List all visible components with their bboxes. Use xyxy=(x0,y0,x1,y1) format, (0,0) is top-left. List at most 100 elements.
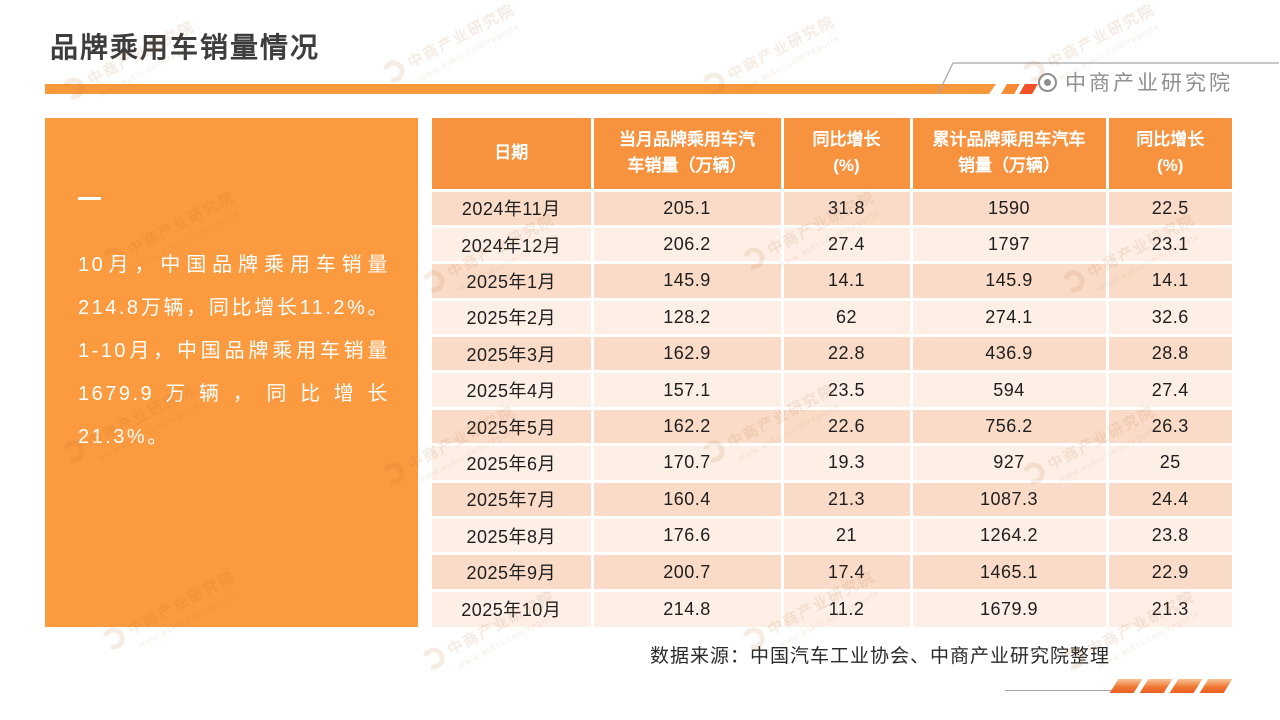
column-header-yoy-cumulative: 同比增长(%) xyxy=(1107,118,1232,192)
cell-date: 2025年7月 xyxy=(432,481,594,520)
cell-date: 2025年2月 xyxy=(432,299,594,338)
cell-yoy-monthly: 22.6 xyxy=(782,408,913,447)
dash-decoration xyxy=(78,197,101,200)
cell-date: 2025年3月 xyxy=(432,335,594,374)
table-row: 2025年1月 145.9 14.1 145.9 14.1 xyxy=(432,262,1232,301)
bottom-decorative-line xyxy=(1005,690,1113,691)
cell-yoy-monthly: 21 xyxy=(782,517,913,556)
data-source-note: 数据来源：中国汽车工业协会、中商产业研究院整理 xyxy=(649,646,1110,667)
cell-monthly-sales: 176.6 xyxy=(592,517,784,556)
watermark-logo-icon xyxy=(98,623,129,654)
cell-cumulative-sales: 1590 xyxy=(911,190,1109,228)
table-row: 2025年9月 200.7 17.4 1465.1 22.9 xyxy=(432,553,1232,592)
cell-yoy-monthly: 21.3 xyxy=(782,481,913,520)
bottom-arrow-decoration xyxy=(1109,679,1233,693)
column-header-monthly-sales: 当月品牌乘用车汽车销量（万辆） xyxy=(592,118,784,192)
arrow-chip-icon xyxy=(1169,679,1203,693)
table-header-row: 日期 当月品牌乘用车汽车销量（万辆） 同比增长(%) 累计品牌乘用车汽车销量（万… xyxy=(432,118,1232,192)
cell-monthly-sales: 160.4 xyxy=(592,481,784,520)
table-row: 2025年4月 157.1 23.5 594 27.4 xyxy=(432,371,1232,410)
cell-monthly-sales: 214.8 xyxy=(592,590,784,627)
brand-logo: 中商产业研究院 xyxy=(1038,70,1233,95)
table-row: 2025年5月 162.2 22.6 756.2 26.3 xyxy=(432,408,1232,447)
cell-yoy-cumulative: 23.8 xyxy=(1107,517,1232,556)
cell-yoy-monthly: 31.8 xyxy=(782,190,913,228)
cell-monthly-sales: 170.7 xyxy=(592,444,784,483)
cell-date: 2024年11月 xyxy=(432,190,594,228)
brand-logo-text: 中商产业研究院 xyxy=(1065,72,1233,95)
cell-cumulative-sales: 1264.2 xyxy=(911,517,1109,556)
page-title: 品牌乘用车销量情况 xyxy=(50,32,321,63)
cell-yoy-cumulative: 21.3 xyxy=(1107,590,1232,627)
cell-date: 2024年12月 xyxy=(432,226,594,265)
table-row: 2025年7月 160.4 21.3 1087.3 24.4 xyxy=(432,481,1232,520)
summary-panel: 10月，中国品牌乘用车销量214.8万辆，同比增长11.2%。1-10月，中国品… xyxy=(45,118,418,627)
watermark-logo-icon xyxy=(378,56,409,87)
cell-yoy-monthly: 14.1 xyxy=(782,262,913,301)
table-row: 2025年10月 214.8 11.2 1679.9 21.3 xyxy=(432,590,1232,627)
column-header-cumulative-sales: 累计品牌乘用车汽车销量（万辆） xyxy=(911,118,1109,192)
arrow-chip-icon xyxy=(1199,679,1233,693)
cell-cumulative-sales: 1465.1 xyxy=(911,553,1109,592)
table-header: 日期 当月品牌乘用车汽车销量（万辆） 同比增长(%) 累计品牌乘用车汽车销量（万… xyxy=(432,118,1232,192)
cell-cumulative-sales: 927 xyxy=(911,444,1109,483)
cell-yoy-monthly: 19.3 xyxy=(782,444,913,483)
cell-date: 2025年8月 xyxy=(432,517,594,556)
cell-yoy-monthly: 62 xyxy=(782,299,913,338)
cell-yoy-monthly: 22.8 xyxy=(782,335,913,374)
cell-yoy-cumulative: 23.1 xyxy=(1107,226,1232,265)
cell-monthly-sales: 162.9 xyxy=(592,335,784,374)
cell-yoy-cumulative: 32.6 xyxy=(1107,299,1232,338)
cell-cumulative-sales: 1797 xyxy=(911,226,1109,265)
cell-date: 2025年4月 xyxy=(432,371,594,410)
cell-date: 2025年6月 xyxy=(432,444,594,483)
cell-monthly-sales: 162.2 xyxy=(592,408,784,447)
cell-yoy-monthly: 17.4 xyxy=(782,553,913,592)
cell-date: 2025年10月 xyxy=(432,590,594,627)
cell-monthly-sales: 128.2 xyxy=(592,299,784,338)
cell-date: 2025年5月 xyxy=(432,408,594,447)
cell-monthly-sales: 145.9 xyxy=(592,262,784,301)
decorative-corner-line xyxy=(937,62,1279,95)
cell-cumulative-sales: 145.9 xyxy=(911,262,1109,301)
cell-yoy-cumulative: 27.4 xyxy=(1107,371,1232,410)
cell-yoy-cumulative: 26.3 xyxy=(1107,408,1232,447)
table-row: 2025年8月 176.6 21 1264.2 23.8 xyxy=(432,517,1232,556)
column-header-yoy-monthly: 同比增长(%) xyxy=(782,118,913,192)
target-circle-icon xyxy=(1038,72,1057,92)
cell-yoy-cumulative: 25 xyxy=(1107,444,1232,483)
cell-yoy-cumulative: 14.1 xyxy=(1107,262,1232,301)
cell-cumulative-sales: 1679.9 xyxy=(911,590,1109,627)
summary-text: 10月，中国品牌乘用车销量214.8万辆，同比增长11.2%。1-10月，中国品… xyxy=(78,254,390,448)
cell-yoy-monthly: 11.2 xyxy=(782,590,913,627)
watermark-logo-icon xyxy=(418,643,449,674)
cell-yoy-cumulative: 22.5 xyxy=(1107,190,1232,228)
title-divider-bar xyxy=(45,84,996,94)
cell-date: 2025年9月 xyxy=(432,553,594,592)
table-row: 2024年11月 205.1 31.8 1590 22.5 xyxy=(432,190,1232,228)
sales-table: 日期 当月品牌乘用车汽车销量（万辆） 同比增长(%) 累计品牌乘用车汽车销量（万… xyxy=(432,118,1232,627)
cell-yoy-cumulative: 28.8 xyxy=(1107,335,1232,374)
arrow-chip-icon xyxy=(1109,679,1143,693)
cell-monthly-sales: 205.1 xyxy=(592,190,784,228)
cell-yoy-cumulative: 22.9 xyxy=(1107,553,1232,592)
table-row: 2024年12月 206.2 27.4 1797 23.1 xyxy=(432,226,1232,265)
cell-yoy-monthly: 27.4 xyxy=(782,226,913,265)
cell-cumulative-sales: 756.2 xyxy=(911,408,1109,447)
table-row: 2025年3月 162.9 22.8 436.9 28.8 xyxy=(432,335,1232,374)
table-body: 2024年11月 205.1 31.8 1590 22.5 2024年12月 2… xyxy=(432,190,1232,627)
cell-cumulative-sales: 436.9 xyxy=(911,335,1109,374)
table-row: 2025年6月 170.7 19.3 927 25 xyxy=(432,444,1232,483)
table-row: 2025年2月 128.2 62 274.1 32.6 xyxy=(432,299,1232,338)
column-header-date: 日期 xyxy=(432,118,594,192)
cell-yoy-monthly: 23.5 xyxy=(782,371,913,410)
cell-cumulative-sales: 594 xyxy=(911,371,1109,410)
cell-date: 2025年1月 xyxy=(432,262,594,301)
cell-cumulative-sales: 1087.3 xyxy=(911,481,1109,520)
arrow-chip-icon xyxy=(1139,679,1173,693)
cell-monthly-sales: 157.1 xyxy=(592,371,784,410)
cell-yoy-cumulative: 24.4 xyxy=(1107,481,1232,520)
cell-monthly-sales: 200.7 xyxy=(592,553,784,592)
